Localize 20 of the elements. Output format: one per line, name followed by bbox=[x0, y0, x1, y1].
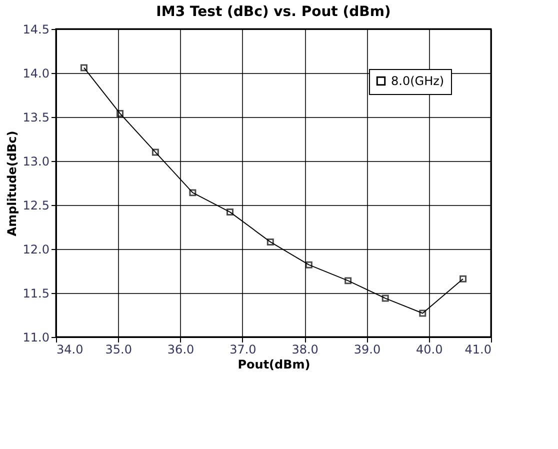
y-tick-label: 11.5 bbox=[22, 286, 50, 300]
y-tick-label: 12.5 bbox=[22, 198, 50, 212]
x-tick-label: 35.0 bbox=[105, 342, 132, 356]
y-tick-label: 14.5 bbox=[22, 22, 50, 36]
x-tick-label: 38.0 bbox=[292, 342, 318, 356]
x-tick-label: 41.0 bbox=[464, 342, 492, 356]
y-axis-title: Amplitude(dBc) bbox=[4, 130, 19, 236]
x-tick-label: 39.0 bbox=[354, 342, 381, 356]
x-tick-label: 36.0 bbox=[167, 342, 194, 356]
chart-title: IM3 Test (dBc) vs. Pout (dBm) bbox=[156, 4, 391, 20]
x-tick-label: 34.0 bbox=[56, 342, 84, 356]
y-tick-label: 13.0 bbox=[22, 154, 50, 168]
y-tick-label: 14.0 bbox=[22, 66, 50, 80]
x-axis-title: Pout(dBm) bbox=[238, 358, 310, 372]
y-tick-label: 11.0 bbox=[22, 330, 50, 344]
legend-label: 8.0(GHz) bbox=[391, 74, 444, 88]
x-tick-label: 40.0 bbox=[416, 342, 443, 356]
y-tick-label: 13.5 bbox=[22, 110, 50, 124]
x-tick-label: 37.0 bbox=[230, 342, 256, 356]
y-tick-label: 12.0 bbox=[22, 242, 50, 256]
